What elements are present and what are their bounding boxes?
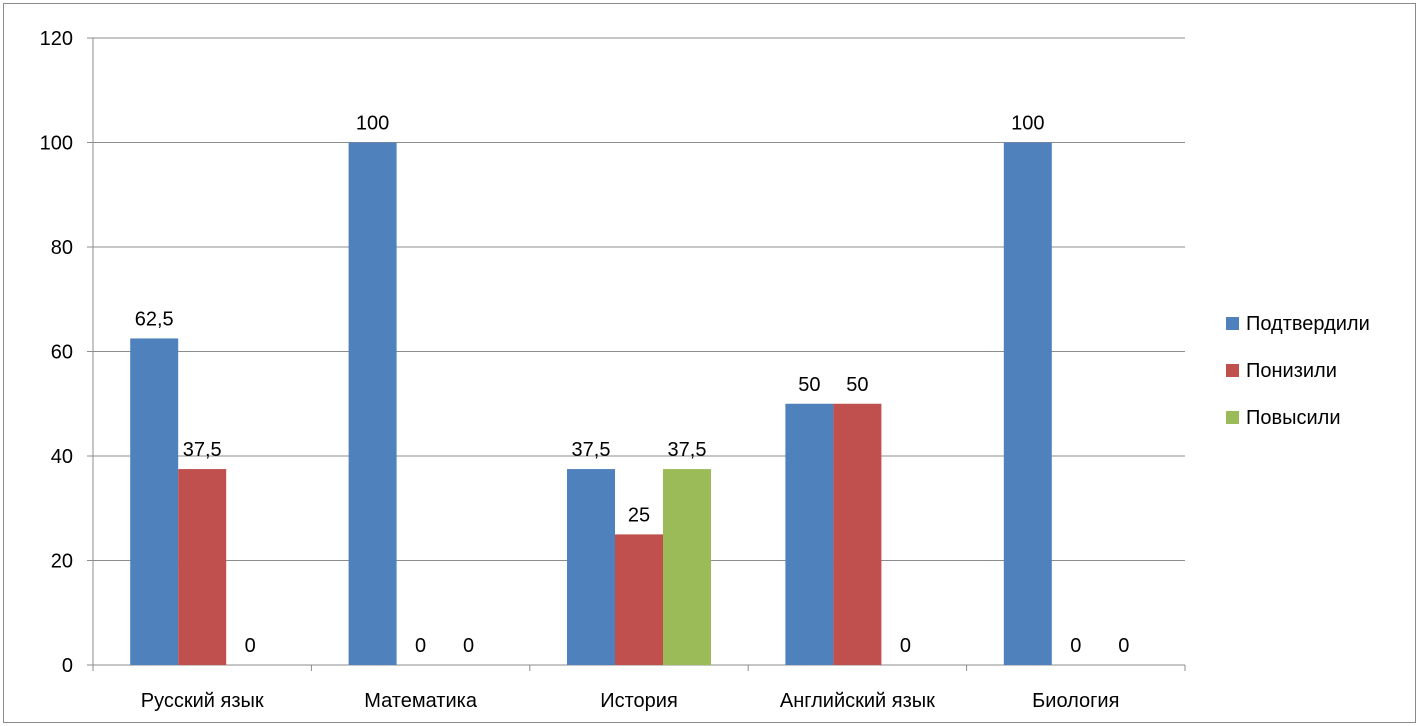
data-label: 0 <box>1118 635 1129 657</box>
data-label: 37,5 <box>572 439 611 461</box>
legend-label: Понизили <box>1246 360 1337 382</box>
bar <box>615 534 663 665</box>
data-label: 37,5 <box>183 439 222 461</box>
y-tick-label: 80 <box>51 237 73 259</box>
tick-labels: 0 20 40 60 80 100 120 Русский язык Математика Ист… <box>40 28 1120 712</box>
y-tick-label: 60 <box>51 342 73 364</box>
data-label: 100 <box>356 113 389 135</box>
data-label: 50 <box>846 374 868 396</box>
y-tick-label: 0 <box>62 655 73 677</box>
bar <box>833 403 882 665</box>
legend-swatch <box>1226 364 1239 377</box>
data-labels: 62,5 100 37,5 50 100 37,5 0 25 50 0 0 0 37,5 0 0 <box>135 113 1130 658</box>
data-label: 62,5 <box>135 308 174 330</box>
bar <box>130 338 179 665</box>
data-label: 0 <box>1070 635 1081 657</box>
data-label: 0 <box>463 635 474 657</box>
x-tick-label: Биология <box>1032 690 1119 712</box>
data-label: 0 <box>245 635 256 657</box>
x-tick-label: История <box>600 690 678 712</box>
legend-swatch <box>1226 317 1239 330</box>
bar <box>348 142 397 665</box>
x-tick-label: Английский язык <box>780 690 935 712</box>
legend: Подтвердили Понизили Повысили <box>1226 313 1370 429</box>
y-tick-label: 120 <box>40 28 73 50</box>
bar <box>178 469 227 665</box>
bar <box>663 469 711 665</box>
data-label: 37,5 <box>668 439 707 461</box>
y-tick-label: 100 <box>40 133 73 155</box>
data-label: 100 <box>1011 113 1044 135</box>
legend-label: Повысили <box>1246 407 1341 429</box>
data-label: 0 <box>415 635 426 657</box>
data-label: 50 <box>798 374 820 396</box>
bar <box>567 469 615 665</box>
gridlines <box>93 37 1185 561</box>
legend-label: Подтвердили <box>1246 313 1370 335</box>
data-label: 25 <box>628 504 650 526</box>
x-tick-label: Русский язык <box>141 690 264 712</box>
bar <box>1003 142 1052 665</box>
bars <box>130 142 1052 665</box>
bar <box>785 403 834 665</box>
x-tick-label: Математика <box>364 690 478 712</box>
data-label: 0 <box>900 635 911 657</box>
legend-swatch <box>1226 411 1239 424</box>
y-tick-label: 20 <box>51 551 73 573</box>
y-tick-label: 40 <box>51 446 73 468</box>
